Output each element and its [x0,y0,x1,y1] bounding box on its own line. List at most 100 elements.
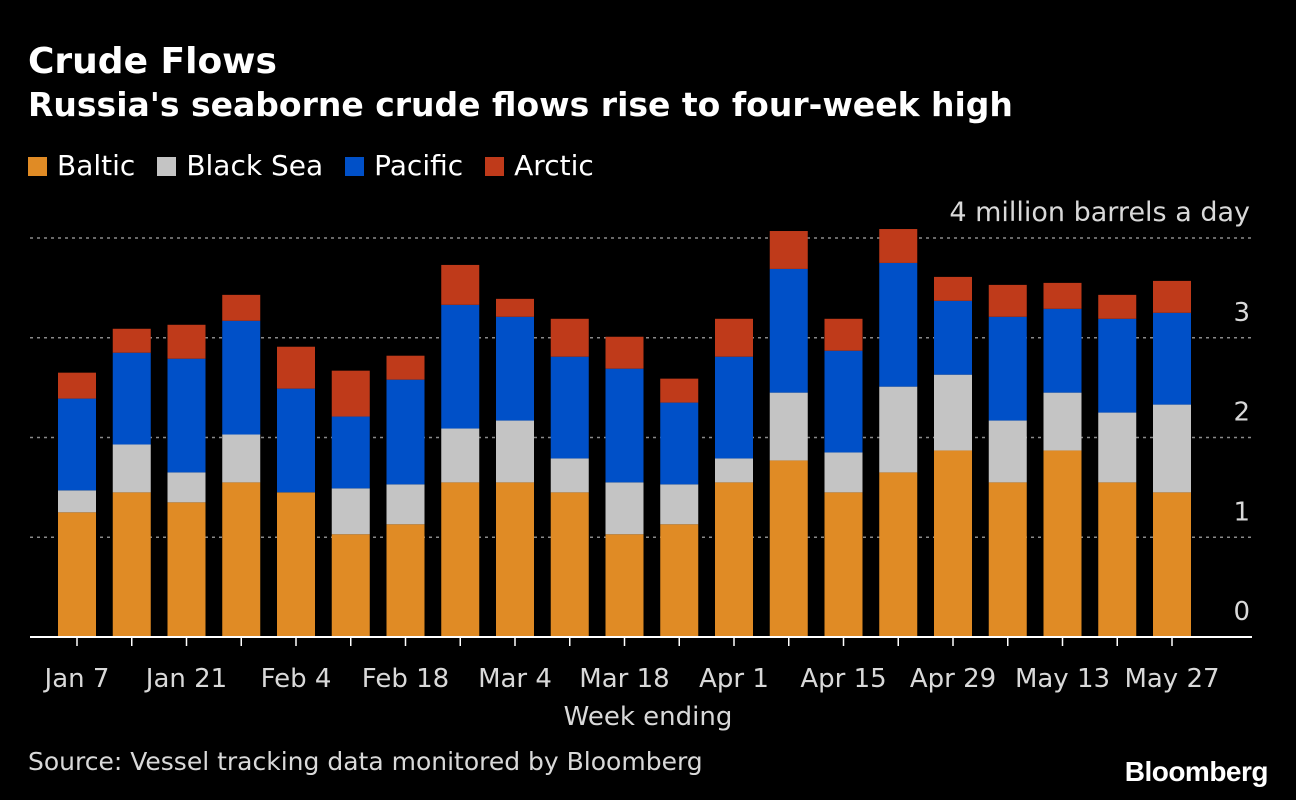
bar-arctic-20 [1153,280,1191,313]
bar-baltic-15 [879,472,918,637]
bar-pacific-20 [1153,312,1191,405]
bloomberg-logo: Bloomberg [1124,756,1269,787]
bar-black-sea-0 [58,490,96,513]
x-tick-label-7: Apr 15 [800,664,886,694]
bar-arctic-1 [112,328,151,353]
bar-baltic-19 [1098,482,1137,637]
x-tick-label-9: May 13 [1015,664,1110,694]
bar-pacific-6 [386,379,425,485]
bar-pacific-3 [222,320,261,435]
bar-black-sea-6 [386,484,425,525]
bar-pacific-2 [167,358,206,473]
bar-pacific-17 [988,316,1027,421]
bar-baltic-11 [660,524,699,637]
legend-label-baltic: Baltic [57,149,136,182]
bar-black-sea-1 [112,444,151,493]
bar-arctic-7 [441,264,480,305]
y-tick-label-0: 0 [1233,597,1250,627]
bar-black-sea-9 [550,458,589,493]
bar-pacific-16 [934,300,972,375]
bar-baltic-2 [167,502,206,637]
bar-black-sea-11 [660,484,699,525]
legend-swatch-arctic [485,156,505,176]
bar-arctic-12 [715,318,753,357]
bar-baltic-4 [277,492,315,637]
x-tick-label-6: Apr 1 [699,664,769,694]
bar-baltic-13 [769,460,808,637]
legend-item-pacific: Pacific [345,148,463,184]
bar-black-sea-3 [222,434,261,483]
bar-black-sea-2 [167,472,206,503]
bar-pacific-1 [112,352,151,445]
bar-baltic-17 [988,482,1027,637]
bar-black-sea-8 [496,420,534,483]
legend: Baltic Black Sea Pacific Arctic [28,148,594,184]
x-tick-label-1: Jan 21 [144,664,227,694]
bar-arctic-6 [386,355,425,380]
bar-pacific-19 [1098,318,1137,413]
bar-black-sea-7 [441,428,480,483]
bar-arctic-4 [277,346,315,389]
legend-swatch-black-sea [157,156,177,176]
bar-black-sea-10 [605,482,644,535]
source-note: Source: Vessel tracking data monitored b… [28,747,703,776]
bar-pacific-18 [1043,308,1082,393]
legend-label-black-sea: Black Sea [186,149,324,182]
bar-arctic-10 [605,336,644,369]
bar-baltic-3 [222,482,261,637]
bar-pacific-13 [769,268,808,393]
bar-black-sea-14 [824,452,863,493]
legend-swatch-pacific [345,156,365,176]
bar-pacific-8 [496,316,534,421]
bar-arctic-11 [660,378,699,403]
bar-arctic-13 [769,231,808,269]
x-tick-label-3: Feb 18 [362,664,449,694]
legend-item-black-sea: Black Sea [157,148,323,184]
bar-arctic-0 [58,372,96,399]
bar-pacific-12 [715,356,753,459]
chart-title: Crude Flows [28,41,277,82]
bar-arctic-5 [331,370,370,417]
bar-pacific-5 [331,416,370,489]
bar-pacific-4 [277,388,315,493]
chart-subtitle: Russia's seaborne crude flows rise to fo… [28,85,1013,124]
bar-arctic-3 [222,294,261,321]
bar-pacific-15 [879,262,918,387]
bar-black-sea-12 [715,458,753,483]
bar-baltic-20 [1153,492,1191,637]
bar-black-sea-16 [934,374,972,451]
bar-baltic-6 [386,524,425,637]
bar-baltic-10 [605,534,644,637]
y-tick-label-1: 1 [1233,497,1250,527]
bar-arctic-2 [167,324,206,359]
x-tick-label-8: Apr 29 [910,664,996,694]
bar-baltic-16 [934,450,972,637]
legend-swatch-baltic [28,156,47,176]
bar-black-sea-13 [769,392,808,461]
bar-black-sea-5 [331,488,370,535]
bar-arctic-8 [496,298,534,317]
bar-baltic-0 [58,512,96,637]
bar-pacific-11 [660,402,699,485]
bar-baltic-14 [824,492,863,637]
x-tick-label-5: Mar 18 [579,664,669,694]
y-tick-label-4: 4 million barrels a day [949,197,1250,228]
bar-baltic-9 [550,492,589,637]
x-tick-label-10: May 27 [1124,664,1219,694]
bar-pacific-7 [441,304,480,429]
bar-black-sea-17 [988,420,1027,483]
bar-baltic-5 [331,534,370,637]
bar-arctic-15 [879,229,918,263]
legend-label-pacific: Pacific [374,149,464,182]
bar-arctic-17 [988,284,1027,317]
bar-black-sea-15 [879,386,918,473]
x-tick-label-4: Mar 4 [478,664,552,694]
bar-baltic-1 [112,492,151,637]
legend-item-arctic: Arctic [485,148,594,184]
bar-arctic-14 [824,318,863,351]
bar-baltic-8 [496,482,534,637]
bar-black-sea-18 [1043,392,1082,451]
x-axis-title: Week ending [564,702,733,732]
bar-arctic-18 [1043,282,1082,309]
